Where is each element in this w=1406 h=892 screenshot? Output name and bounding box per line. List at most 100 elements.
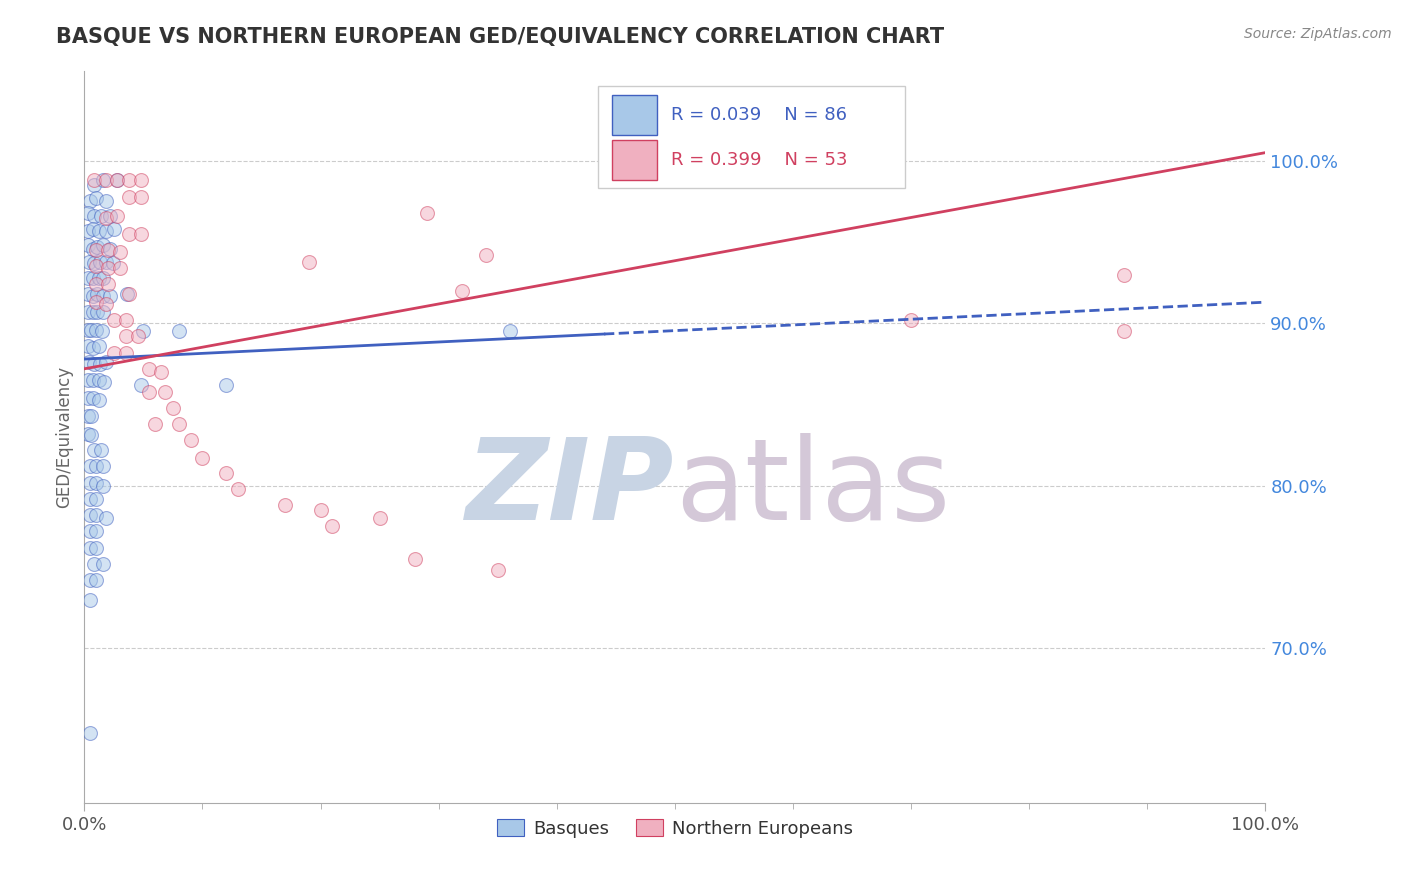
Point bbox=[77, 373, 100, 387]
Point bbox=[91, 238, 114, 252]
Point bbox=[94, 224, 117, 238]
Point bbox=[84, 277, 107, 292]
Point bbox=[94, 194, 117, 209]
Point bbox=[475, 248, 498, 262]
Point bbox=[77, 323, 100, 337]
Point bbox=[91, 479, 114, 493]
Point bbox=[138, 384, 160, 399]
Legend: Basques, Northern Europeans: Basques, Northern Europeans bbox=[489, 813, 860, 845]
Point bbox=[89, 357, 111, 371]
Point bbox=[103, 313, 125, 327]
Point bbox=[118, 189, 141, 203]
Point bbox=[86, 305, 108, 319]
Point bbox=[90, 443, 112, 458]
Point bbox=[94, 173, 117, 187]
Point bbox=[103, 222, 125, 236]
Point bbox=[94, 297, 117, 311]
Point bbox=[129, 378, 152, 392]
Point bbox=[94, 355, 117, 369]
Point bbox=[79, 573, 101, 587]
Point bbox=[114, 313, 136, 327]
Point bbox=[87, 392, 110, 407]
Point bbox=[215, 378, 238, 392]
Point bbox=[79, 459, 101, 474]
Point bbox=[77, 355, 100, 369]
Point bbox=[94, 511, 117, 525]
FancyBboxPatch shape bbox=[612, 140, 657, 180]
Point bbox=[143, 417, 166, 431]
Point bbox=[298, 254, 321, 268]
Point bbox=[498, 325, 520, 339]
Point bbox=[83, 256, 105, 270]
Point bbox=[118, 287, 141, 301]
Point bbox=[416, 206, 439, 220]
Point bbox=[153, 384, 176, 399]
Point bbox=[79, 524, 101, 539]
Point bbox=[77, 391, 100, 405]
Point bbox=[97, 243, 120, 257]
FancyBboxPatch shape bbox=[612, 95, 657, 135]
Point bbox=[150, 365, 173, 379]
Text: R = 0.039    N = 86: R = 0.039 N = 86 bbox=[671, 105, 848, 124]
Point bbox=[107, 209, 129, 223]
Point bbox=[108, 244, 131, 259]
Point bbox=[91, 305, 114, 319]
Point bbox=[82, 341, 104, 355]
Point bbox=[82, 270, 104, 285]
Point bbox=[129, 227, 152, 241]
Text: BASQUE VS NORTHERN EUROPEAN GED/EQUIVALENCY CORRELATION CHART: BASQUE VS NORTHERN EUROPEAN GED/EQUIVALE… bbox=[56, 27, 945, 46]
Point bbox=[114, 345, 136, 359]
Point bbox=[84, 524, 107, 539]
Point bbox=[84, 459, 107, 474]
Point bbox=[404, 552, 426, 566]
Point bbox=[132, 325, 155, 339]
Point bbox=[82, 305, 104, 319]
Point bbox=[77, 270, 100, 285]
Point bbox=[84, 260, 107, 274]
Point bbox=[115, 287, 138, 301]
Point bbox=[83, 173, 105, 187]
Point bbox=[98, 242, 121, 256]
Point bbox=[129, 173, 152, 187]
Point bbox=[83, 443, 105, 458]
Point bbox=[162, 401, 184, 415]
Point bbox=[83, 357, 105, 371]
Point bbox=[82, 373, 104, 387]
Y-axis label: GED/Equivalency: GED/Equivalency bbox=[55, 366, 73, 508]
Point bbox=[87, 270, 110, 285]
Point bbox=[77, 254, 100, 268]
Point bbox=[274, 499, 297, 513]
Point bbox=[80, 409, 103, 423]
Point bbox=[83, 557, 105, 571]
Point bbox=[90, 209, 112, 223]
Point bbox=[107, 173, 129, 187]
Point bbox=[1112, 325, 1135, 339]
Point bbox=[451, 284, 474, 298]
Point bbox=[118, 173, 141, 187]
Point bbox=[84, 541, 107, 555]
Point bbox=[91, 557, 114, 571]
Text: ZIP: ZIP bbox=[467, 433, 675, 544]
Point bbox=[77, 305, 100, 319]
Point bbox=[167, 417, 190, 431]
Point bbox=[93, 375, 115, 389]
Text: R = 0.399    N = 53: R = 0.399 N = 53 bbox=[671, 151, 848, 169]
Point bbox=[86, 287, 108, 301]
Point bbox=[77, 238, 100, 252]
Point bbox=[77, 287, 100, 301]
Point bbox=[77, 224, 100, 238]
Point bbox=[79, 508, 101, 522]
Point bbox=[103, 345, 125, 359]
Point bbox=[191, 451, 214, 466]
Point bbox=[118, 227, 141, 241]
Point bbox=[127, 329, 149, 343]
Point bbox=[82, 222, 104, 236]
Point bbox=[83, 178, 105, 193]
Point bbox=[97, 277, 120, 292]
Point bbox=[77, 206, 100, 220]
FancyBboxPatch shape bbox=[598, 86, 905, 188]
Point bbox=[84, 475, 107, 490]
Point bbox=[84, 508, 107, 522]
Point bbox=[94, 211, 117, 225]
Point bbox=[107, 173, 129, 187]
